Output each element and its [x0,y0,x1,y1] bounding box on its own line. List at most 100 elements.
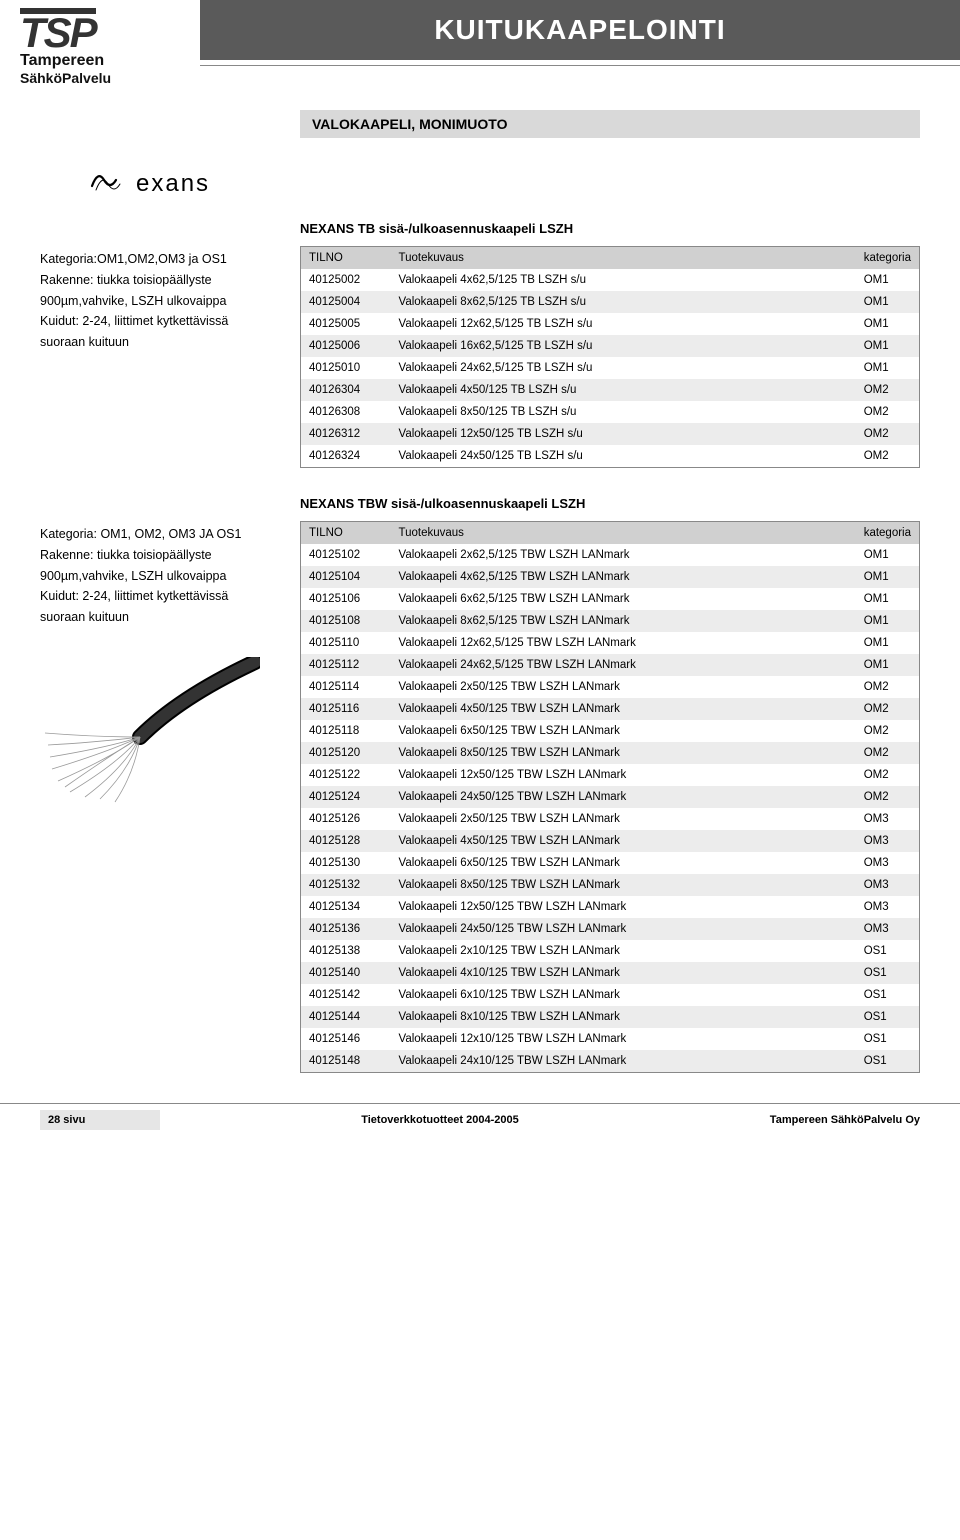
cell-code: 40125005 [301,313,391,335]
cell-code: 40125134 [301,896,391,918]
table-row: 40126304Valokaapeli 4x50/125 TB LSZH s/u… [301,379,920,401]
cell-desc: Valokaapeli 4x50/125 TBW LSZH LANmark [391,830,856,852]
table-row: 40125116Valokaapeli 4x50/125 TBW LSZH LA… [301,698,920,720]
product-description-2: Kategoria: OM1, OM2, OM3 JA OS1 Rakenne:… [40,521,280,1073]
cell-desc: Valokaapeli 24x50/125 TB LSZH s/u [391,445,856,468]
cell-code: 40125124 [301,786,391,808]
cell-code: 40125112 [301,654,391,676]
cell-code: 40125102 [301,544,391,566]
cell-desc: Valokaapeli 8x62,5/125 TB LSZH s/u [391,291,856,313]
cell-code: 40125106 [301,588,391,610]
company-logo: TSP Tampereen SähköPalvelu [0,0,200,86]
table-row: 40125004Valokaapeli 8x62,5/125 TB LSZH s… [301,291,920,313]
cable-illustration [40,657,260,807]
cell-category: OM3 [856,852,920,874]
nexans-logo: exans [90,166,960,201]
cell-desc: Valokaapeli 24x50/125 TBW LSZH LANmark [391,786,856,808]
product-table-1: TILNO Tuotekuvaus kategoria 40125002Valo… [300,246,920,468]
cell-category: OM1 [856,335,920,357]
table-row: 40125140Valokaapeli 4x10/125 TBW LSZH LA… [301,962,920,984]
cell-desc: Valokaapeli 8x50/125 TB LSZH s/u [391,401,856,423]
cell-category: OM2 [856,401,920,423]
cell-category: OM2 [856,720,920,742]
table-row: 40125130Valokaapeli 6x50/125 TBW LSZH LA… [301,852,920,874]
cell-category: OM1 [856,544,920,566]
desc2-l5: suoraan kuituun [40,608,280,627]
cell-desc: Valokaapeli 6x50/125 TBW LSZH LANmark [391,852,856,874]
table-row: 40125128Valokaapeli 4x50/125 TBW LSZH LA… [301,830,920,852]
cell-desc: Valokaapeli 24x62,5/125 TB LSZH s/u [391,357,856,379]
table-row: 40126308Valokaapeli 8x50/125 TB LSZH s/u… [301,401,920,423]
cell-category: OM1 [856,654,920,676]
cell-code: 40125132 [301,874,391,896]
desc2-l3: 900µm,vahvike, LSZH ulkovaippa [40,567,280,586]
page-footer: 28 sivu Tietoverkkotuotteet 2004-2005 Ta… [0,1103,960,1130]
cell-category: OM2 [856,742,920,764]
cell-category: OS1 [856,1006,920,1028]
cell-code: 40126304 [301,379,391,401]
cell-category: OM2 [856,423,920,445]
desc1-l4: Kuidut: 2-24, liittimet kytkettävissä [40,312,280,331]
nexans-wave-icon [90,166,130,201]
cell-category: OS1 [856,1050,920,1073]
cell-desc: Valokaapeli 12x62,5/125 TB LSZH s/u [391,313,856,335]
cell-code: 40126324 [301,445,391,468]
cell-desc: Valokaapeli 8x50/125 TBW LSZH LANmark [391,874,856,896]
cell-desc: Valokaapeli 12x50/125 TBW LSZH LANmark [391,896,856,918]
cell-code: 40125138 [301,940,391,962]
cell-desc: Valokaapeli 12x50/125 TB LSZH s/u [391,423,856,445]
product-group-heading-1: NEXANS TB sisä-/ulkoasennuskaapeli LSZH [300,221,960,236]
desc1-l3: 900µm,vahvike, LSZH ulkovaippa [40,292,280,311]
cell-category: OM2 [856,764,920,786]
cell-desc: Valokaapeli 24x50/125 TBW LSZH LANmark [391,918,856,940]
table-row: 40125108Valokaapeli 8x62,5/125 TBW LSZH … [301,610,920,632]
cell-desc: Valokaapeli 2x62,5/125 TBW LSZH LANmark [391,544,856,566]
table-row: 40125146Valokaapeli 12x10/125 TBW LSZH L… [301,1028,920,1050]
table-row: 40125010Valokaapeli 24x62,5/125 TB LSZH … [301,357,920,379]
logo-line2: SähköPalvelu [20,70,200,86]
cell-desc: Valokaapeli 2x50/125 TBW LSZH LANmark [391,808,856,830]
cell-desc: Valokaapeli 4x10/125 TBW LSZH LANmark [391,962,856,984]
product-group-heading-2: NEXANS TBW sisä-/ulkoasennuskaapeli LSZH [300,496,960,511]
cell-category: OM1 [856,291,920,313]
cell-code: 40125120 [301,742,391,764]
table-row: 40125126Valokaapeli 2x50/125 TBW LSZH LA… [301,808,920,830]
cell-code: 40125118 [301,720,391,742]
cell-desc: Valokaapeli 8x10/125 TBW LSZH LANmark [391,1006,856,1028]
section-heading: VALOKAAPELI, MONIMUOTO [300,110,920,138]
cell-category: OM1 [856,610,920,632]
cell-code: 40125002 [301,269,391,291]
table-row: 40125118Valokaapeli 6x50/125 TBW LSZH LA… [301,720,920,742]
title-bar: KUITUKAAPELOINTI [200,0,960,60]
cell-category: OM2 [856,786,920,808]
logo-main: TSP [20,8,96,50]
cell-code: 40125148 [301,1050,391,1073]
cell-code: 40125126 [301,808,391,830]
table-row: 40125148Valokaapeli 24x10/125 TBW LSZH L… [301,1050,920,1073]
table-row: 40125138Valokaapeli 2x10/125 TBW LSZH LA… [301,940,920,962]
table-row: 40125122Valokaapeli 12x50/125 TBW LSZH L… [301,764,920,786]
table-row: 40125110Valokaapeli 12x62,5/125 TBW LSZH… [301,632,920,654]
cell-category: OM1 [856,357,920,379]
cell-code: 40125006 [301,335,391,357]
cell-code: 40125144 [301,1006,391,1028]
cell-code: 40125108 [301,610,391,632]
cell-code: 40125136 [301,918,391,940]
table-row: 40125142Valokaapeli 6x10/125 TBW LSZH LA… [301,984,920,1006]
cell-desc: Valokaapeli 8x50/125 TBW LSZH LANmark [391,742,856,764]
cell-code: 40126312 [301,423,391,445]
table-row: 40126312Valokaapeli 12x50/125 TB LSZH s/… [301,423,920,445]
cell-desc: Valokaapeli 12x10/125 TBW LSZH LANmark [391,1028,856,1050]
product-description-1: Kategoria:OM1,OM2,OM3 ja OS1 Rakenne: ti… [40,246,280,468]
cell-category: OM3 [856,830,920,852]
desc1-l1: Kategoria:OM1,OM2,OM3 ja OS1 [40,250,280,269]
table-row: 40125002Valokaapeli 4x62,5/125 TB LSZH s… [301,269,920,291]
cell-code: 40125010 [301,357,391,379]
table-row: 40125112Valokaapeli 24x62,5/125 TBW LSZH… [301,654,920,676]
cell-code: 40125142 [301,984,391,1006]
cell-code: 40125114 [301,676,391,698]
cell-code: 40125116 [301,698,391,720]
cell-code: 40125104 [301,566,391,588]
cell-code: 40125110 [301,632,391,654]
cell-code: 40125004 [301,291,391,313]
